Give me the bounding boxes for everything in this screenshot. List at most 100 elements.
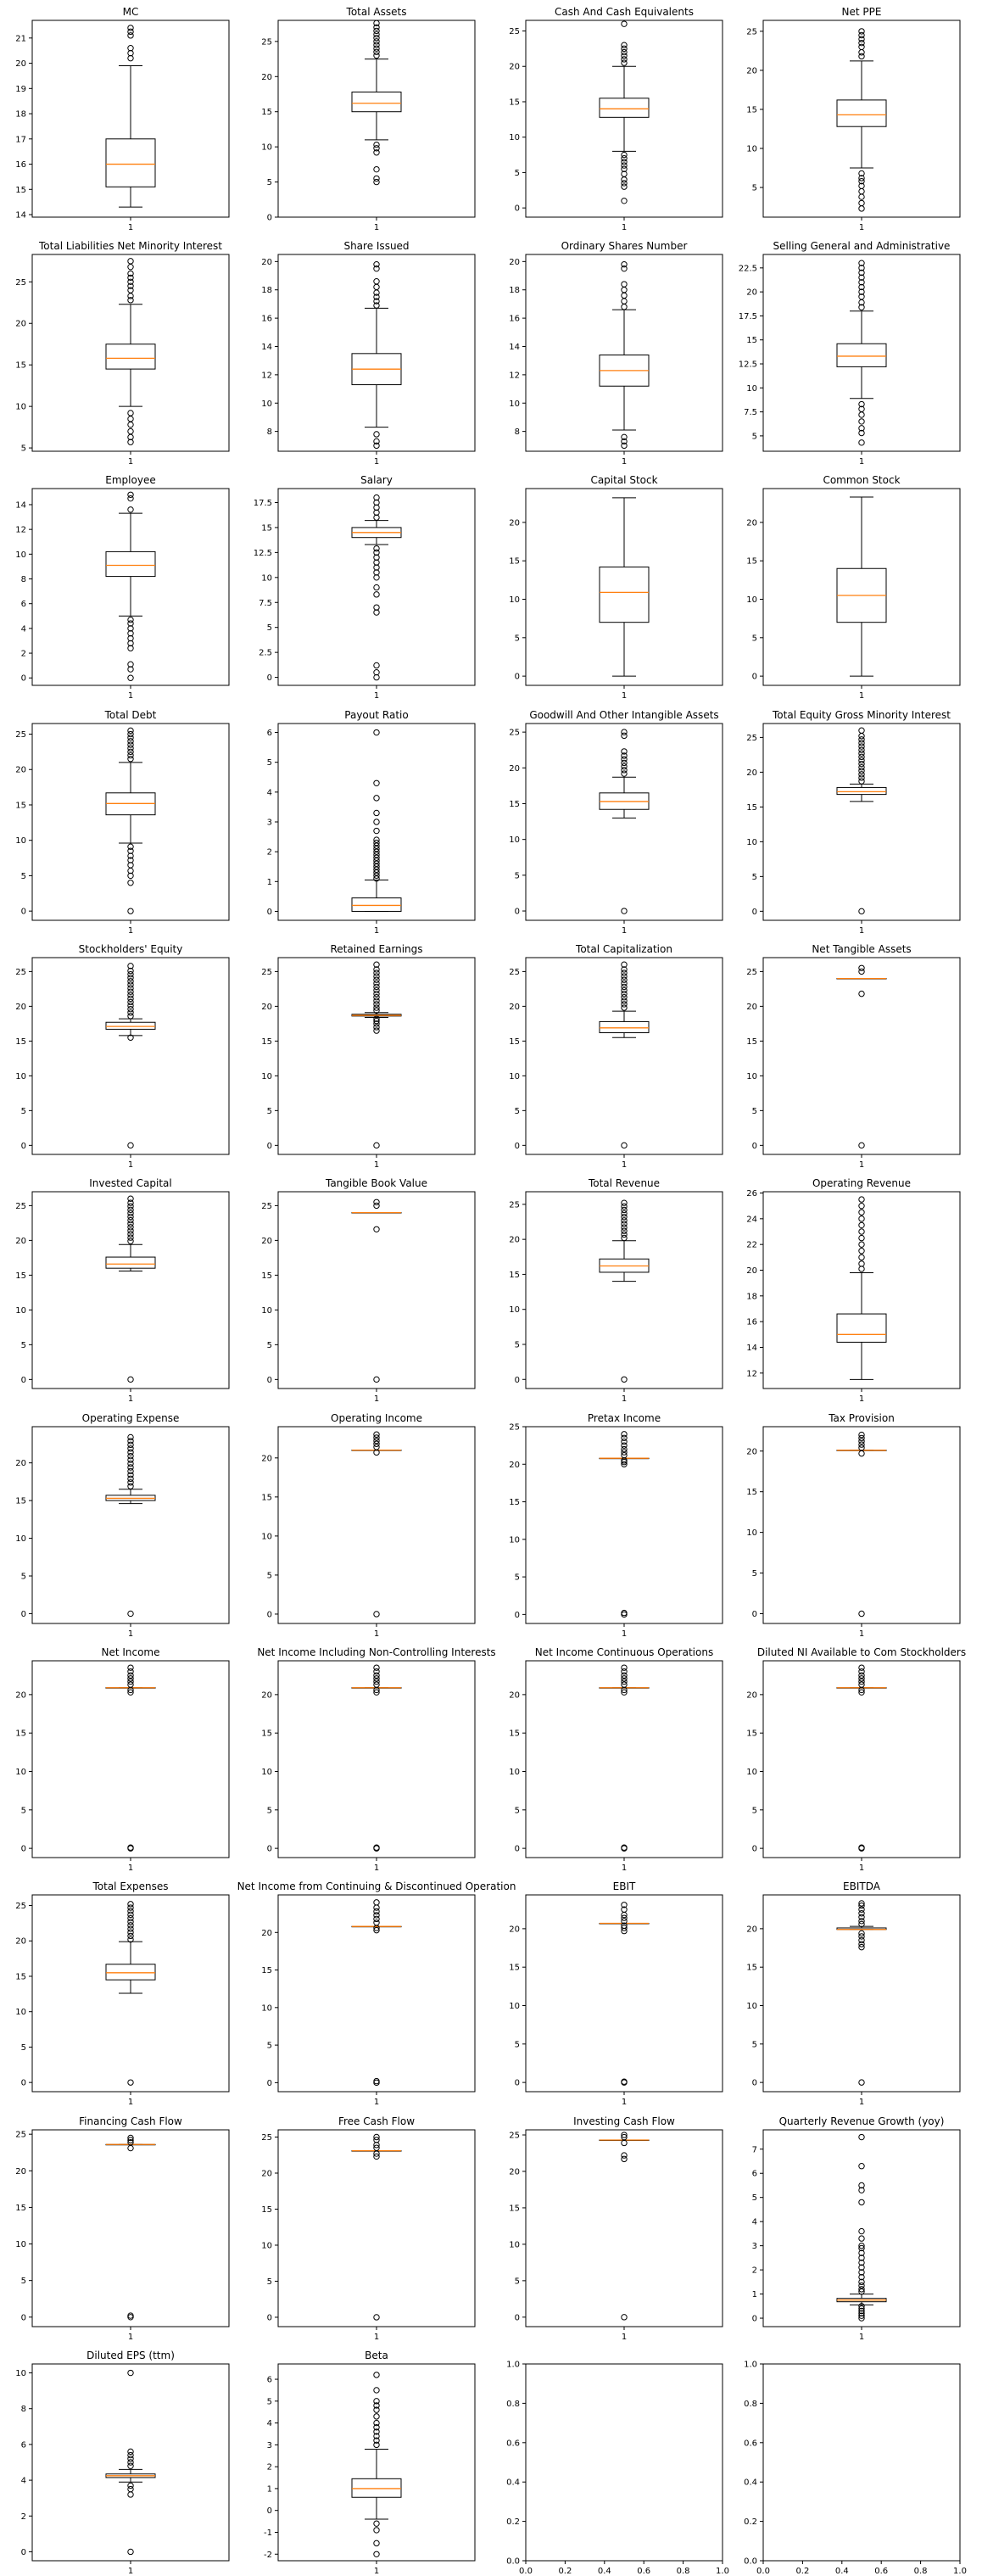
y-tick-label: 2 bbox=[267, 2463, 272, 2473]
y-tick-label: 0 bbox=[752, 1610, 757, 1619]
outlier-point bbox=[621, 759, 628, 767]
x-tick-label: 1 bbox=[859, 223, 864, 232]
y-tick-label: 0 bbox=[752, 2079, 757, 2088]
outlier-point bbox=[373, 1020, 380, 1027]
outlier-point bbox=[858, 2162, 865, 2170]
outlier-point bbox=[858, 1918, 865, 1925]
outlier-point bbox=[621, 997, 628, 1004]
outlier-point bbox=[621, 756, 628, 763]
subplot-title: Employee bbox=[105, 474, 155, 486]
outlier-point bbox=[373, 175, 380, 182]
outlier-point bbox=[858, 968, 865, 975]
x-tick-label: 1 bbox=[128, 2333, 133, 2342]
outlier-point bbox=[858, 1438, 865, 1444]
y-tick-label: 20 bbox=[509, 1925, 520, 1934]
outlier-point bbox=[373, 990, 380, 997]
outlier-point bbox=[621, 20, 628, 27]
outlier-point bbox=[373, 2433, 380, 2439]
axes-frame bbox=[277, 2129, 476, 2327]
outlier-point bbox=[621, 1672, 628, 1679]
outlier-point bbox=[621, 1664, 628, 1671]
outlier-point bbox=[858, 964, 865, 971]
outlier-point bbox=[373, 2137, 380, 2143]
y-tick-label: 10 bbox=[15, 1306, 26, 1316]
subplot-title: Tangible Book Value bbox=[325, 1177, 427, 1189]
outlier-point bbox=[373, 875, 380, 882]
subplot-title: Total Expenses bbox=[92, 1880, 168, 1892]
outlier-point bbox=[127, 1452, 134, 1460]
outlier-point bbox=[858, 53, 865, 60]
outlier-point bbox=[127, 491, 134, 498]
y-tick-label: 5 bbox=[515, 1107, 520, 1116]
outlier-point bbox=[858, 1943, 865, 1951]
y-tick-label: 15 bbox=[15, 1271, 26, 1281]
outlier-point bbox=[858, 2264, 865, 2271]
outlier-point bbox=[858, 2235, 865, 2242]
outlier-point bbox=[373, 851, 380, 858]
y-tick-label: 22.5 bbox=[739, 264, 757, 273]
outlier-point bbox=[373, 45, 380, 52]
outlier-point bbox=[127, 274, 134, 282]
outlier-point bbox=[858, 1434, 865, 1442]
outlier-point bbox=[858, 1209, 865, 1215]
y-tick-label: 10 bbox=[261, 573, 272, 583]
outlier-point bbox=[858, 39, 865, 47]
x-tick-label: 1 bbox=[128, 926, 133, 936]
outlier-point bbox=[127, 1005, 134, 1013]
y-tick-label: 5 bbox=[267, 623, 272, 633]
outlier-point bbox=[373, 2133, 380, 2141]
y-tick-label: 25 bbox=[15, 730, 26, 740]
outlier-point bbox=[621, 1221, 628, 1227]
outlier-point bbox=[373, 38, 380, 45]
outlier-point bbox=[127, 1675, 134, 1682]
outlier-point bbox=[127, 2459, 134, 2466]
y-tick-label: 10 bbox=[746, 144, 757, 154]
y-tick-label: 15 bbox=[746, 1488, 757, 1497]
outlier-point bbox=[858, 1920, 865, 1928]
outlier-point bbox=[621, 1203, 628, 1210]
outlier-point bbox=[621, 1431, 628, 1438]
outlier-point bbox=[373, 149, 380, 156]
y-tick-label: 0.6 bbox=[506, 2439, 520, 2448]
y-tick-label: 10 bbox=[261, 2003, 272, 2013]
outlier-point bbox=[127, 1460, 134, 1467]
y-tick-label: 20 bbox=[261, 1929, 272, 1938]
y-tick-label: 10 bbox=[746, 838, 757, 847]
axes-frame bbox=[525, 1426, 723, 1624]
y-tick-label: 5 bbox=[515, 1573, 520, 1583]
x-tick-label: 0.8 bbox=[914, 2567, 928, 2576]
y-tick-label: 18 bbox=[509, 286, 520, 295]
outlier-point bbox=[858, 990, 865, 997]
outlier-point bbox=[373, 52, 380, 59]
subplot-title: Net Income Continuous Operations bbox=[535, 1646, 713, 1658]
y-tick-label: 0 bbox=[267, 1845, 272, 1854]
outlier-point bbox=[373, 980, 380, 987]
axes-frame bbox=[762, 1894, 961, 2093]
outlier-point bbox=[127, 2138, 134, 2146]
y-tick-label: 15 bbox=[261, 108, 272, 117]
outlier-point bbox=[858, 1914, 865, 1920]
outlier-point bbox=[373, 997, 380, 1004]
outlier-point bbox=[858, 2187, 865, 2193]
x-tick-label: 1 bbox=[128, 1864, 133, 1873]
outlier-point bbox=[621, 966, 628, 973]
x-tick-label: 1 bbox=[374, 1394, 379, 1404]
x-tick-label: 1 bbox=[374, 2333, 379, 2342]
outlier-point bbox=[621, 198, 628, 204]
outlier-point bbox=[373, 1017, 380, 1025]
subplot-title: Net Income bbox=[101, 1646, 159, 1658]
outlier-point bbox=[621, 729, 628, 735]
outlier-point bbox=[373, 1926, 380, 1934]
y-tick-label: 0 bbox=[515, 204, 520, 214]
outlier-point bbox=[621, 162, 628, 169]
y-tick-label: 20 bbox=[746, 1690, 757, 1700]
axes-frame bbox=[762, 957, 961, 1155]
y-tick-label: 4 bbox=[752, 2218, 757, 2227]
outlier-point bbox=[858, 1689, 865, 1696]
y-tick-label: 5 bbox=[752, 1569, 757, 1579]
y-tick-label: 15 bbox=[509, 1729, 520, 1739]
y-tick-label: 25 bbox=[261, 968, 272, 977]
y-tick-label: 10 bbox=[509, 1072, 520, 1081]
outlier-point bbox=[127, 1919, 134, 1925]
y-tick-label: 0.8 bbox=[744, 2400, 757, 2409]
